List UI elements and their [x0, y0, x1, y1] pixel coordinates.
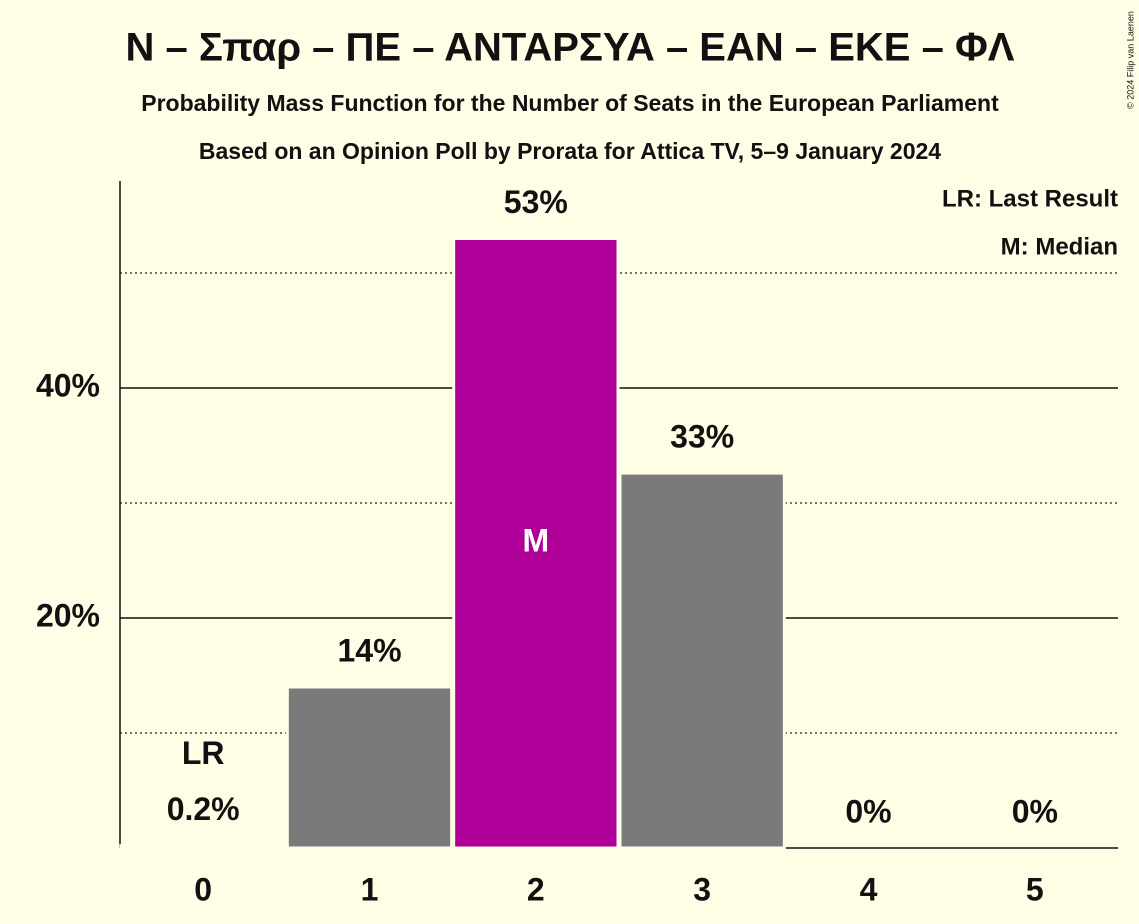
value-label: 0% — [845, 793, 891, 829]
y-tick-label: 20% — [36, 597, 100, 633]
chart-subtitle: Probability Mass Function for the Number… — [141, 90, 999, 116]
median-label: M — [523, 523, 550, 559]
legend-entry: LR: Last Result — [942, 185, 1118, 212]
copyright: © 2024 Filip van Laenen — [1125, 11, 1135, 109]
value-label: 33% — [670, 419, 734, 455]
chart-title: N – Σπαρ – ΠΕ – ΑΝΤΑΡΣΥΑ – ΕΑΝ – ΕΚΕ – Φ… — [126, 26, 1015, 70]
y-tick-label: 40% — [36, 367, 100, 403]
x-tick-label: 2 — [527, 871, 545, 907]
x-tick-label: 4 — [860, 871, 878, 907]
x-tick-label: 1 — [361, 871, 379, 907]
bar — [452, 237, 620, 850]
bar — [285, 685, 454, 850]
bar — [119, 844, 287, 850]
legend-entry: M: Median — [1001, 233, 1118, 260]
chart-subtitle: Based on an Opinion Poll by Prorata for … — [199, 138, 941, 164]
value-label: 53% — [504, 184, 568, 220]
x-tick-label: 3 — [693, 871, 711, 907]
x-tick-label: 5 — [1026, 871, 1044, 907]
last-result-label: LR — [182, 735, 225, 771]
value-label: 0% — [1012, 793, 1058, 829]
value-label: 0.2% — [167, 791, 240, 827]
x-tick-label: 0 — [194, 871, 212, 907]
value-label: 14% — [337, 632, 401, 668]
bar — [618, 471, 786, 850]
